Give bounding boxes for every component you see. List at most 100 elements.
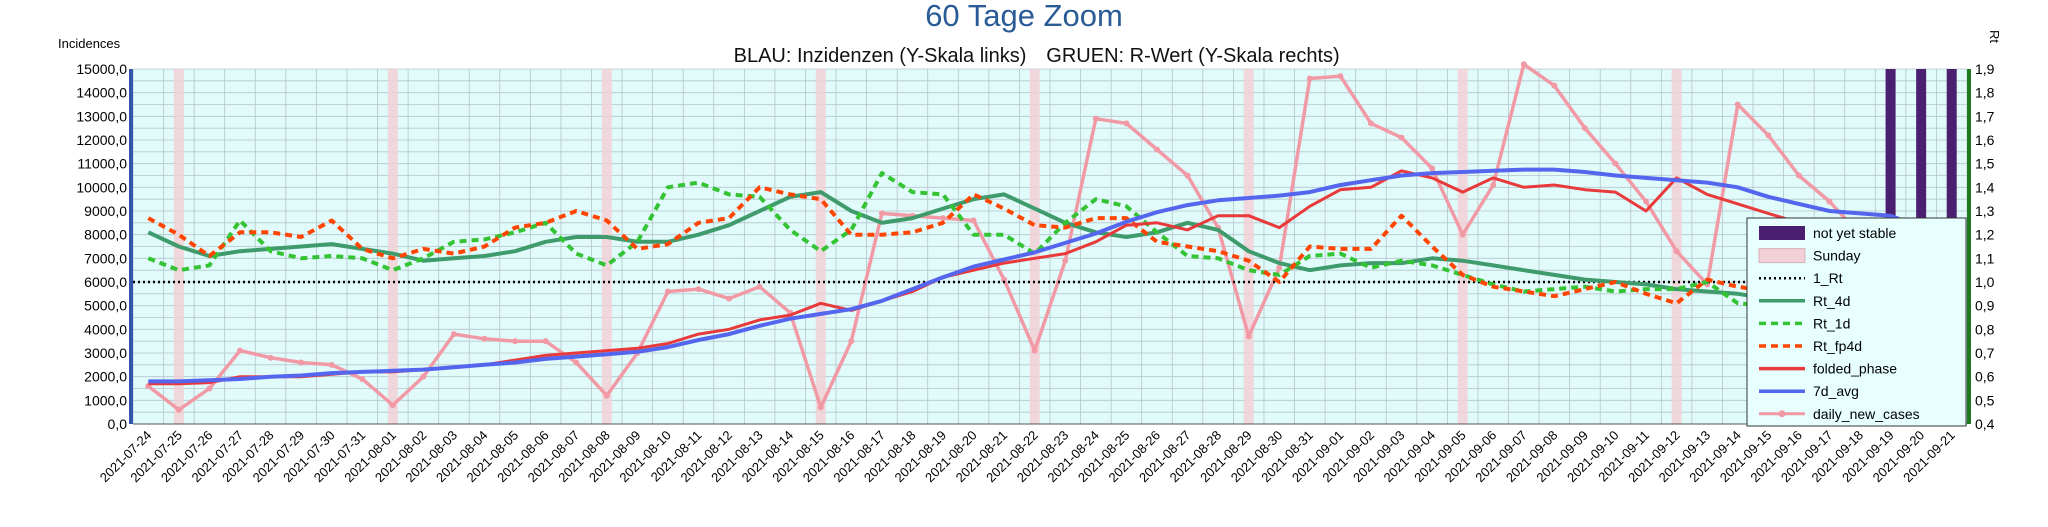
data-point-daily-new-cases [1459,231,1466,238]
y-tick-label-left: 13000,0 [76,108,127,124]
data-point-daily-new-cases [298,359,305,366]
data-point-daily-new-cases [1673,248,1680,255]
data-point-daily-new-cases [328,361,335,368]
y-tick-label-left: 10000,0 [76,179,127,195]
chart-title: 60 Tage Zoom [925,0,1123,33]
y-tick-label-right: 1,2 [1975,227,1995,243]
data-point-daily-new-cases [1276,264,1283,271]
data-point-daily-new-cases [817,404,824,411]
sunday-band [1029,69,1040,424]
series-line-daily_new_cases [147,62,1954,412]
sunday-band [387,69,398,424]
chart-subtitle-left: BLAU: Inzidenzen (Y-Skala links) [734,45,1027,67]
x-ticks: 2021-07-242021-07-252021-07-262021-07-27… [97,428,1958,486]
gridlines [132,68,1968,424]
data-point-daily-new-cases [1092,115,1099,122]
series-line-Rt_1d [147,171,1954,352]
y-tick-label-right: 1,4 [1975,179,1995,195]
y-ticks-right: 0,4 0,5 0,6 0,7 0,8 0,9 1,0 1,1 1,2 1,3 1,4 1,5 1,6 1… [1975,61,1995,432]
y-tick-label-left: 6000,0 [84,274,127,290]
data-point-daily-new-cases [481,335,488,342]
data-point-daily-new-cases [1643,198,1650,205]
data-point-daily-new-cases [970,217,977,224]
y-tick-label-right: 0,4 [1975,416,1995,432]
y-tick-label-left: 4000,0 [84,321,127,337]
sunday-band [815,69,826,424]
y-tick-label-right: 1,0 [1975,274,1995,290]
legend-label: daily_new_cases [1813,406,1920,422]
sunday-band [1457,69,1468,424]
data-point-daily-new-cases [726,295,733,302]
data-point-daily-new-cases [1062,257,1069,264]
legend: not yet stable Sunday 1_Rt Rt_4d Rt_1d Rt_fp4… [1746,217,1967,427]
data-point-daily-new-cases [1306,75,1313,82]
y-tick-label-left: 5000,0 [84,298,127,314]
series-line-Rt_fp4d [147,185,1953,336]
data-point-daily-new-cases [573,359,580,366]
data-point-daily-new-cases [236,347,243,354]
y-tick-label-right: 0,7 [1975,345,1995,361]
axes [129,69,1971,425]
data-point-daily-new-cases [1031,347,1038,354]
legend-label: 1_Rt [1813,270,1843,286]
sunday-band [601,69,612,424]
y-tick-label-right: 0,8 [1975,321,1995,337]
y-tick-label-left: 2000,0 [84,369,127,385]
y-tick-label-left: 1000,0 [84,392,127,408]
y-tick-label-right: 1,9 [1975,61,1995,77]
y-tick-label-right: 1,3 [1975,203,1995,219]
chart-subtitle-right: GRUEN: R-Wert (Y-Skala rechts) [1046,45,1339,67]
data-point-daily-new-cases [450,331,457,338]
y-tick-label-right: 1,7 [1975,108,1995,124]
y-tick-label-left: 0,0 [108,416,128,432]
data-point-daily-new-cases [512,338,519,345]
y-tick-label-left: 11000,0 [77,156,127,172]
data-point-daily-new-cases [878,210,885,217]
y-tick-label-left: 3000,0 [84,345,127,361]
y-tick-label-right: 0,5 [1975,392,1995,408]
data-point-daily-new-cases [1123,120,1130,127]
y-tick-label-left: 12000,0 [76,132,127,148]
y-tick-label-right: 1,8 [1975,85,1995,101]
data-point-daily-new-cases [206,385,213,392]
data-point-daily-new-cases [1245,333,1252,340]
y-tick-label-left: 8000,0 [84,227,127,243]
data-point-daily-new-cases [175,406,182,413]
legend-label: folded_phase [1813,361,1897,377]
data-point-daily-new-cases [267,354,274,361]
y-tick-label-right: 0,9 [1975,298,1995,314]
data-point-daily-new-cases [603,392,610,399]
data-point-daily-new-cases [1581,125,1588,132]
legend-label: Rt_1d [1813,315,1850,331]
series-line-Rt_4d [147,190,1953,318]
y-tick-label-right: 1,6 [1975,132,1995,148]
data-point-daily-new-cases [1001,276,1008,283]
data-point-daily-new-cases [1826,198,1833,205]
data-point-daily-new-cases [695,286,702,293]
y-tick-label-right: 0,6 [1975,369,1995,385]
legend-label: not yet stable [1813,225,1896,241]
data-point-daily-new-cases [1398,134,1405,141]
sunday-band [1671,69,1682,424]
legend-swatch [1758,248,1806,264]
legend-swatch [1759,226,1805,240]
legend-swatch-marker [1778,410,1786,418]
legend-label: Rt_fp4d [1813,338,1862,354]
data-point-daily-new-cases [1520,61,1527,68]
series-line-7d_avg [148,167,1953,384]
data-point-daily-new-cases [940,215,947,222]
y-ticks-left: 0,0 1000,0 2000,0 3000,0 4000,0 5000,0 6000,0 7… [76,61,127,432]
data-point-daily-new-cases [1429,165,1436,172]
series-layer [133,61,1967,413]
data-point-daily-new-cases [542,338,549,345]
y-axis-left-label: Incidences [58,36,121,51]
data-point-daily-new-cases [1490,181,1497,188]
y-axis-right-label: Rt [1987,30,2002,43]
y-tick-label-left: 14000,0 [76,85,127,101]
legend-label: Rt_4d [1813,293,1850,309]
data-point-daily-new-cases [1612,160,1619,167]
y-tick-label-left: 9000,0 [84,203,127,219]
data-point-daily-new-cases [420,373,427,380]
data-point-daily-new-cases [664,288,671,295]
